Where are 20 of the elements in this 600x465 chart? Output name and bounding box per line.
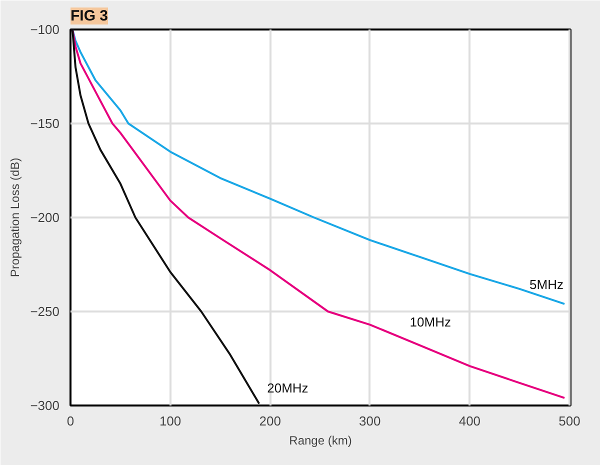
series-label: 20MHz (267, 380, 308, 396)
y-tick-label: −200 (30, 210, 60, 225)
line-series (71, 30, 260, 405)
x-tick-label: 400 (458, 414, 481, 428)
x-axis-title: Range (km) (289, 434, 352, 448)
line-series (71, 30, 566, 305)
line-series (71, 30, 566, 399)
series-label: 5MHz (530, 276, 564, 292)
x-tick-label: 100 (159, 414, 182, 428)
y-tick-label: −300 (30, 398, 60, 413)
y-tick-label: −150 (30, 116, 60, 131)
x-tick-label: 500 (558, 414, 580, 428)
x-tick-label: 0 (66, 414, 74, 428)
series-label: 10MHz (410, 314, 451, 330)
y-axis-title: Propagation Loss (dB) (8, 158, 22, 278)
y-tick-label: −250 (30, 304, 60, 319)
chart-title: FIG 3 (70, 8, 108, 24)
y-tick-label: −100 (30, 22, 60, 37)
x-tick-label: 200 (259, 414, 281, 428)
x-tick-label: 300 (359, 414, 381, 428)
